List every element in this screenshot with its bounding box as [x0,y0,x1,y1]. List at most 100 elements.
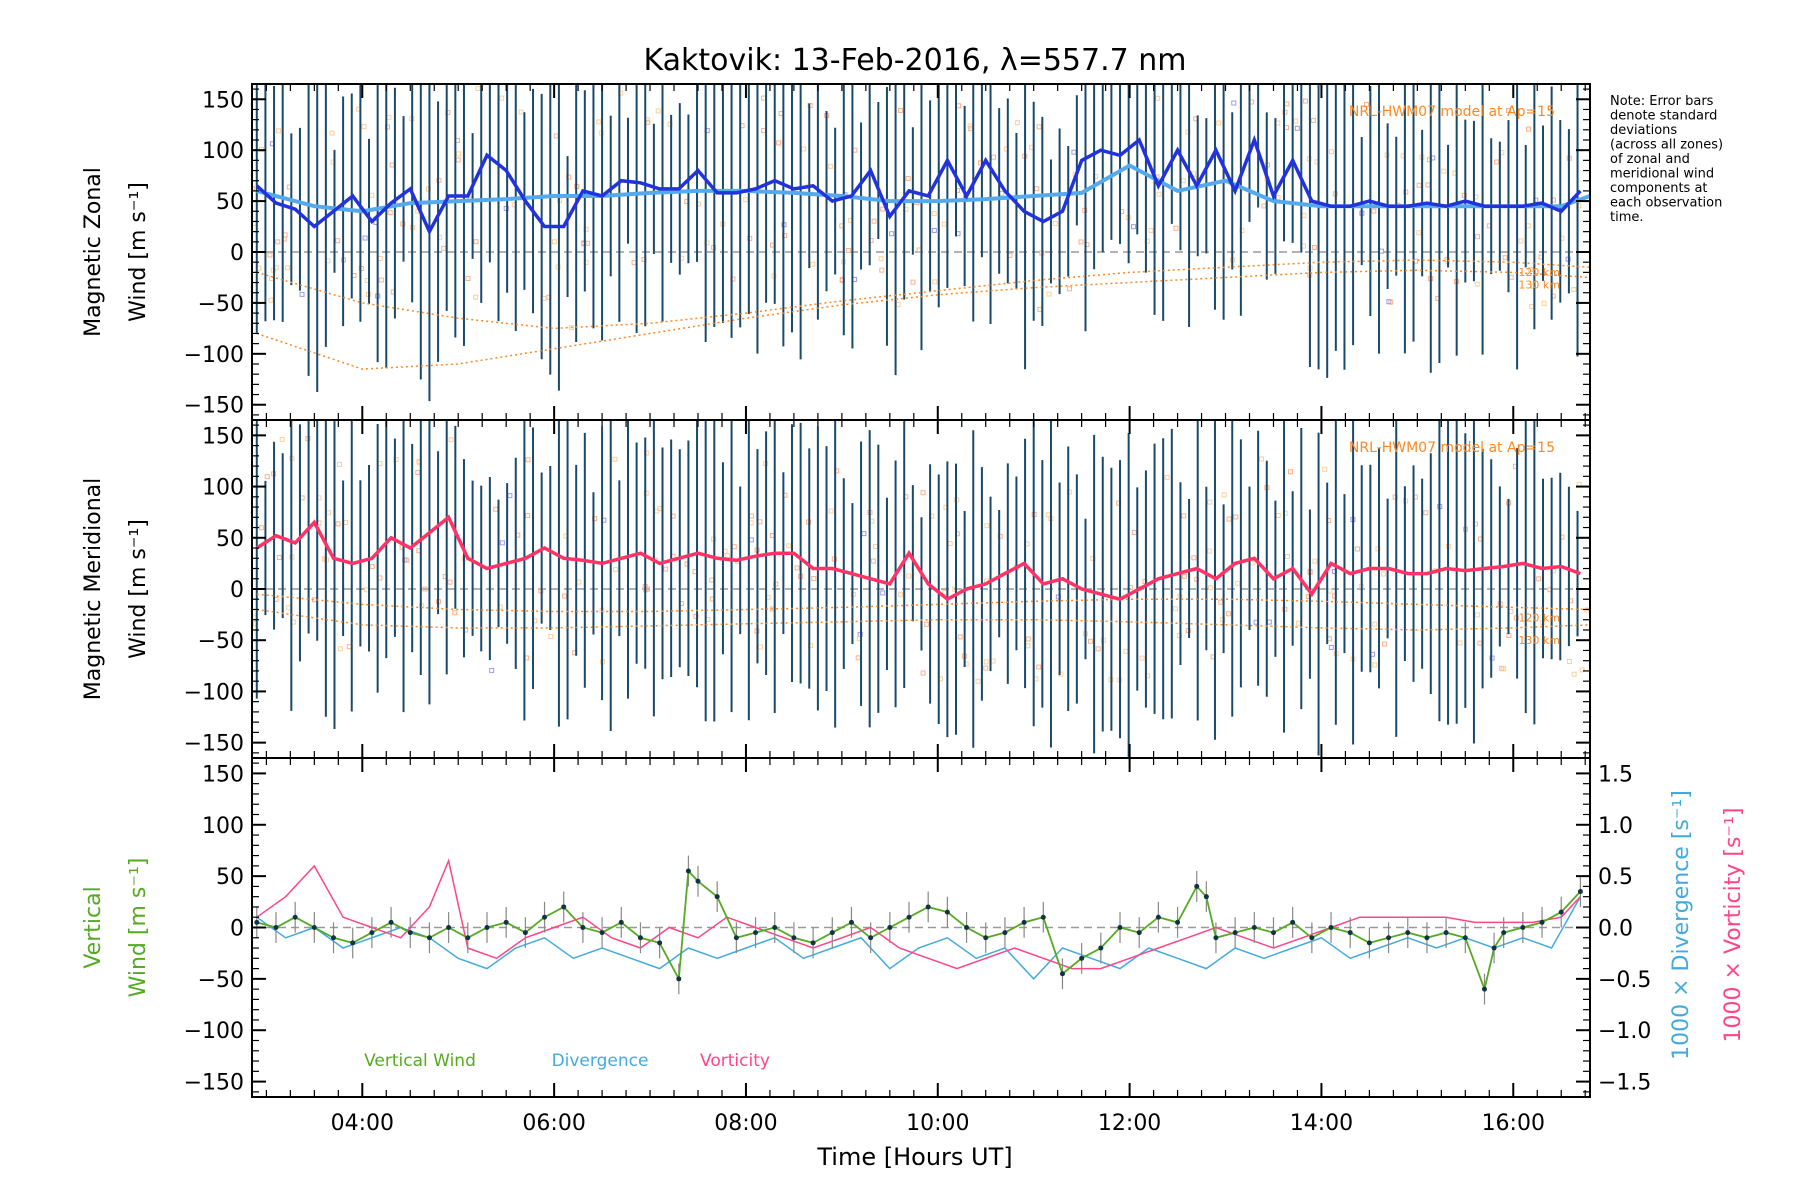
plot-area [252,855,1590,1005]
vertical-wind-point [733,935,739,941]
vertical-wind-point [657,940,663,946]
x-tick-label: 04:00 [331,1111,394,1136]
zone-point [957,634,963,640]
y-label-line: Wind [m s⁻¹] [126,182,151,322]
zone-point [871,218,877,224]
zone-point [776,140,782,146]
zone-point [1457,640,1463,646]
zone-point [811,576,817,582]
zone-point [525,457,531,463]
zone-point [880,206,886,212]
zone-point [473,294,479,300]
zone-point [1164,474,1170,480]
note-line: deviations [1610,123,1677,138]
hwm-line [256,269,1590,370]
zone-point [1095,646,1101,652]
zone-point [267,252,273,258]
note-line: denote standard [1610,109,1717,124]
zone-point [475,85,481,91]
y-tick-label: −50 [198,968,244,993]
zone-point [1441,168,1447,174]
note-line: of zonal and [1610,152,1690,167]
zone-point [1226,516,1232,522]
vertical-wind-point [1194,883,1200,889]
zone-point [258,525,264,531]
vertical-wind-point [848,919,854,925]
vertical-wind-point [388,919,394,925]
vertical-wind-point [1558,909,1564,915]
zone-point [1294,125,1300,131]
zone-point [845,247,851,253]
zone-point [268,297,274,303]
mean-line [255,514,1582,602]
y2-tick-label: −1.5 [1598,1071,1651,1096]
zone-point [1541,300,1547,306]
vertical-wind-point [772,925,778,930]
zone-point [1036,664,1042,670]
zone-point [518,109,524,115]
vertical-wind-point [944,909,950,915]
zone-point [369,564,375,570]
zone-point [1139,655,1145,661]
zone-point [1036,124,1042,130]
vertical-wind-point [1481,986,1487,992]
vertical-wind-point [1577,889,1583,895]
panel-vertical: Vertical Wind Divergence Vorticity 1.5 1.0 0.… [81,757,1746,1136]
zone-point [879,267,885,273]
y-tick-label: −100 [184,343,244,368]
vertical-wind-point [331,935,337,941]
y-tick-label: −50 [198,292,244,317]
zone-point [924,621,930,627]
zone-point [786,543,792,549]
zone-point [1172,606,1178,612]
y2-tick-label: −0.5 [1598,968,1651,993]
vertical-wind-point [868,935,874,941]
vertical-wind-point [407,930,413,936]
zone-point [452,610,458,616]
y-tick-label: 50 [216,190,244,215]
vertical-wind-point [292,914,298,920]
y-tick-label: 150 [202,88,244,113]
zone-point [448,437,454,443]
zone-point [975,678,981,684]
zone-point [613,566,619,572]
vertical-wind-point [983,935,989,941]
zone-point [596,119,602,125]
vertical-wind-point [350,940,356,946]
zone-point [465,276,471,282]
zone-point [362,235,368,241]
model-label: NRL-HWM07 model at Ap=15 [1349,440,1555,456]
y2-tick-label: 1.5 [1598,762,1633,787]
zone-point [1579,667,1585,673]
x-axis-label: Time [Hours UT] [816,1143,1012,1171]
note-line: time. [1610,210,1644,225]
zone-point [525,513,531,519]
zone-point [404,557,410,563]
vertical-wind-point [503,919,509,925]
vertical-wind-point [465,935,471,941]
zone-point [1259,456,1265,462]
zone-point [1536,576,1542,582]
zone-point [1208,585,1214,591]
x-tick-label: 08:00 [714,1111,777,1136]
vertical-wind-point [1213,935,1219,941]
zone-point [612,456,618,462]
note-line: components at [1610,181,1708,196]
zone-point [1181,513,1187,519]
vertical-wind-point [1443,930,1449,936]
y-tick-label: 100 [202,814,244,839]
zone-point [1078,239,1084,245]
zone-point [870,558,876,564]
y-tick-label: 0 [230,578,244,603]
zone-point [279,436,285,442]
zone-point [489,667,495,673]
zone-point [1287,469,1293,475]
zone-point [967,123,973,129]
x-tick-label: 10:00 [906,1111,969,1136]
zone-point [275,128,281,134]
zone-point [1173,225,1179,231]
zone-point [275,239,281,245]
altitude-label: 130 km [1518,634,1560,647]
y-label-line: Wind [m s⁻¹] [126,858,151,998]
